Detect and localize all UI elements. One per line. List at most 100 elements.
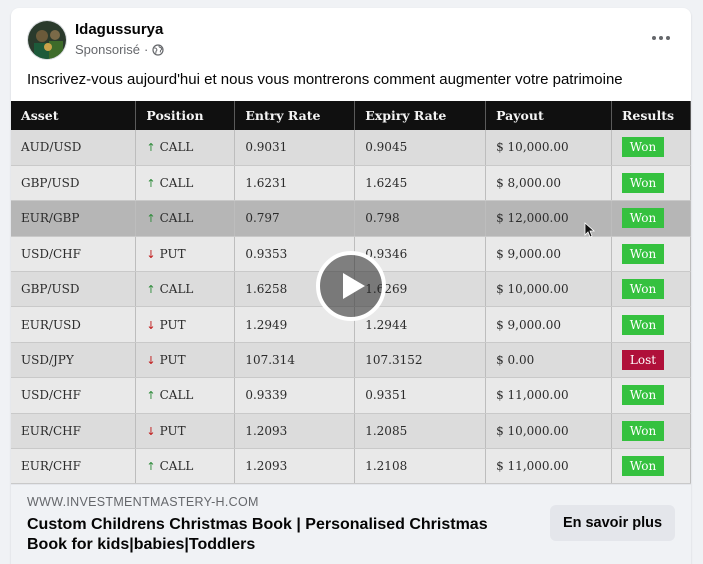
- arrow-up-icon: ↑: [146, 389, 156, 403]
- expiry-rate-cell: 0.9351: [354, 377, 487, 414]
- result-badge: Won: [621, 173, 664, 194]
- entry-rate-cell: 0.9339: [234, 377, 356, 414]
- asset-cell: USD/JPY: [11, 342, 137, 379]
- sponsored-post-card: Idagussurya Sponsorisé · Inscrivez-vous …: [11, 8, 691, 564]
- result-badge: Won: [621, 243, 664, 264]
- asset-cell: GBP/USD: [11, 165, 137, 202]
- position-label: CALL: [159, 211, 194, 226]
- post-text: Inscrivez-vous aujourd'hui et nous vous …: [27, 71, 623, 88]
- link-domain: WWW.INVESTMENTMASTERY-H.COM: [27, 495, 259, 509]
- asset-cell: GBP/USD: [11, 271, 137, 308]
- entry-rate-cell: 0.797: [234, 200, 356, 237]
- page-name[interactable]: Idagussurya: [75, 21, 164, 38]
- payout-cell: $ 10,000.00: [485, 413, 612, 450]
- position-cell: ↑ CALL: [135, 271, 236, 308]
- payout-cell: $ 0.00: [485, 342, 612, 379]
- link-headline[interactable]: Custom Childrens Christmas Book | Person…: [27, 516, 488, 553]
- table-row: EUR/USD ↓ PUT 1.2949 1.2944 $ 9,000.00 Won: [11, 306, 691, 343]
- entry-rate-cell: 1.2093: [234, 413, 356, 450]
- entry-rate-cell: 1.6231: [234, 165, 356, 202]
- link-preview[interactable]: WWW.INVESTMENTMASTERY-H.COM Custom Child…: [11, 484, 691, 564]
- result-cell: Lost: [611, 342, 691, 379]
- column-header: Asset: [11, 101, 137, 130]
- asset-cell: EUR/GBP: [11, 200, 137, 237]
- position-cell: ↑ CALL: [135, 377, 236, 414]
- mouse-cursor-icon: [584, 222, 596, 238]
- result-badge: Won: [621, 456, 664, 477]
- learn-more-button[interactable]: En savoir plus: [550, 505, 675, 541]
- arrow-up-icon: ↑: [146, 212, 156, 226]
- meta-separator: ·: [144, 42, 149, 57]
- result-badge: Won: [621, 137, 664, 158]
- arrow-down-icon: ↓: [146, 354, 156, 368]
- table-row: EUR/GBP ↑ CALL 0.797 0.798 $ 12,000.00 Won: [11, 200, 691, 237]
- play-button[interactable]: [316, 251, 386, 321]
- sponsored-label[interactable]: Sponsorisé: [75, 42, 141, 57]
- position-cell: ↑ CALL: [135, 165, 236, 202]
- result-badge: Won: [621, 279, 664, 300]
- table-row: USD/JPY ↓ PUT 107.314 107.3152 $ 0.00 Lost: [11, 342, 691, 379]
- arrow-down-icon: ↓: [146, 318, 156, 332]
- result-badge: Lost: [621, 350, 664, 371]
- result-badge: Won: [621, 420, 664, 441]
- expiry-rate-cell: 107.3152: [354, 342, 487, 379]
- globe-icon[interactable]: [152, 43, 164, 56]
- table-header-row: Asset Position Entry Rate Expiry Rate Pa…: [11, 101, 691, 130]
- payout-cell: $ 11,000.00: [485, 377, 612, 414]
- post-meta: Sponsorisé ·: [75, 42, 164, 57]
- result-cell: Won: [611, 236, 691, 273]
- position-cell: ↓ PUT: [135, 342, 236, 379]
- position-label: PUT: [159, 423, 186, 438]
- arrow-up-icon: ↑: [146, 283, 156, 297]
- asset-cell: AUD/USD: [11, 130, 137, 166]
- column-header: Entry Rate: [234, 101, 356, 130]
- position-cell: ↑ CALL: [135, 448, 236, 484]
- payout-cell: $ 10,000.00: [485, 130, 612, 166]
- payout-cell: $ 9,000.00: [485, 306, 612, 343]
- expiry-rate-cell: 1.2108: [354, 448, 487, 484]
- position-label: PUT: [159, 317, 186, 332]
- asset-cell: USD/CHF: [11, 236, 137, 273]
- expiry-rate-cell: 1.6245: [354, 165, 487, 202]
- table-row: USD/CHF ↑ CALL 0.9339 0.9351 $ 11,000.00 Won: [11, 377, 691, 414]
- video-media[interactable]: Asset Position Entry Rate Expiry Rate Pa…: [11, 101, 691, 484]
- position-cell: ↓ PUT: [135, 236, 236, 273]
- result-badge: Won: [621, 385, 664, 406]
- result-cell: Won: [611, 165, 691, 202]
- expiry-rate-cell: 0.9346: [354, 236, 487, 273]
- result-cell: Won: [611, 448, 691, 484]
- asset-cell: EUR/CHF: [11, 448, 137, 484]
- result-cell: Won: [611, 377, 691, 414]
- result-cell: Won: [611, 271, 691, 308]
- position-label: PUT: [159, 353, 186, 368]
- position-cell: ↑ CALL: [135, 130, 236, 166]
- page-avatar[interactable]: [27, 20, 67, 60]
- entry-rate-cell: 1.2093: [234, 448, 356, 484]
- expiry-rate-cell: 1.2085: [354, 413, 487, 450]
- position-label: CALL: [159, 140, 194, 155]
- column-header: Results: [611, 101, 691, 130]
- entry-rate-cell: 0.9031: [234, 130, 356, 166]
- arrow-up-icon: ↑: [146, 460, 156, 474]
- expiry-rate-cell: 0.9045: [354, 130, 487, 166]
- position-label: PUT: [159, 246, 186, 261]
- arrow-up-icon: ↑: [146, 177, 156, 191]
- payout-cell: $ 8,000.00: [485, 165, 612, 202]
- result-cell: Won: [611, 130, 691, 166]
- position-cell: ↑ CALL: [135, 200, 236, 237]
- arrow-up-icon: ↑: [146, 141, 156, 155]
- result-badge: Won: [621, 208, 664, 229]
- column-header: Position: [135, 101, 236, 130]
- expiry-rate-cell: 0.798: [354, 200, 487, 237]
- position-label: CALL: [159, 388, 194, 403]
- table-row: AUD/USD ↑ CALL 0.9031 0.9045 $ 10,000.00 Won: [11, 130, 691, 166]
- asset-cell: USD/CHF: [11, 377, 137, 414]
- table-row: USD/CHF ↓ PUT 0.9353 0.9346 $ 9,000.00 Won: [11, 236, 691, 273]
- table-row: EUR/CHF ↓ PUT 1.2093 1.2085 $ 10,000.00 Won: [11, 413, 691, 450]
- more-options-button[interactable]: [647, 26, 675, 50]
- trades-table: Asset Position Entry Rate Expiry Rate Pa…: [11, 101, 691, 484]
- entry-rate-cell: 107.314: [234, 342, 356, 379]
- column-header: Expiry Rate: [354, 101, 487, 130]
- arrow-down-icon: ↓: [146, 424, 156, 438]
- payout-cell: $ 9,000.00: [485, 236, 612, 273]
